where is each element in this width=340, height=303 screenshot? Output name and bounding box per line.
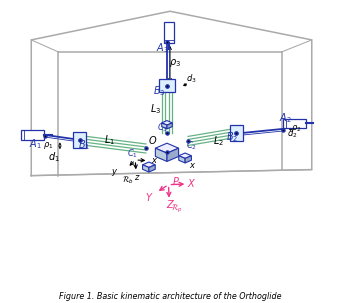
Polygon shape bbox=[149, 165, 155, 172]
Text: $A_2$: $A_2$ bbox=[279, 111, 292, 125]
Text: $B_2$: $B_2$ bbox=[226, 130, 238, 144]
Text: $z$: $z$ bbox=[134, 173, 141, 182]
Polygon shape bbox=[283, 118, 306, 128]
Polygon shape bbox=[162, 123, 167, 129]
Text: $B_3$: $B_3$ bbox=[153, 84, 166, 98]
Text: $L_3$: $L_3$ bbox=[150, 102, 161, 116]
Text: $Y$: $Y$ bbox=[146, 191, 154, 203]
Polygon shape bbox=[155, 143, 178, 153]
Polygon shape bbox=[21, 130, 44, 140]
Text: $\rho_2$: $\rho_2$ bbox=[291, 123, 301, 134]
Text: $O$: $O$ bbox=[148, 134, 157, 146]
Polygon shape bbox=[179, 153, 191, 158]
Text: $L_2$: $L_2$ bbox=[213, 134, 224, 148]
Text: $A_3$: $A_3$ bbox=[156, 42, 169, 55]
Text: $x$: $x$ bbox=[189, 161, 196, 170]
Polygon shape bbox=[142, 162, 155, 168]
Polygon shape bbox=[164, 22, 174, 43]
Text: $\rho_1$: $\rho_1$ bbox=[42, 140, 53, 151]
Text: $L_1$: $L_1$ bbox=[104, 133, 115, 147]
Text: $d_1$: $d_1$ bbox=[48, 151, 60, 165]
Polygon shape bbox=[167, 148, 178, 161]
Polygon shape bbox=[230, 125, 243, 141]
Polygon shape bbox=[142, 165, 149, 172]
Text: Figure 1. Basic kinematic architecture of the Orthoglide: Figure 1. Basic kinematic architecture o… bbox=[59, 292, 281, 301]
Polygon shape bbox=[185, 156, 191, 163]
Polygon shape bbox=[155, 148, 167, 161]
Text: $A_1$: $A_1$ bbox=[29, 138, 42, 152]
Text: $C_2$: $C_2$ bbox=[186, 140, 197, 152]
Text: $y$: $y$ bbox=[111, 168, 118, 178]
Polygon shape bbox=[167, 123, 172, 129]
Polygon shape bbox=[179, 156, 185, 163]
Text: $C_1$: $C_1$ bbox=[127, 148, 138, 160]
Text: $\mathcal{R}_b$: $\mathcal{R}_b$ bbox=[122, 175, 134, 186]
Polygon shape bbox=[159, 79, 175, 92]
Text: $\rho_3$: $\rho_3$ bbox=[169, 58, 181, 69]
Text: $Z$: $Z$ bbox=[166, 198, 175, 210]
Text: $X$: $X$ bbox=[187, 177, 197, 189]
Polygon shape bbox=[73, 132, 86, 148]
Text: $d_2$: $d_2$ bbox=[287, 128, 298, 140]
Text: $B_1$: $B_1$ bbox=[78, 138, 90, 152]
Text: $\mathcal{R}_p$: $\mathcal{R}_p$ bbox=[171, 203, 183, 215]
Text: $d_3$: $d_3$ bbox=[186, 73, 197, 85]
Text: $C_3$: $C_3$ bbox=[157, 121, 169, 134]
Polygon shape bbox=[162, 121, 172, 125]
Text: $x$: $x$ bbox=[151, 156, 158, 165]
Text: $P$: $P$ bbox=[172, 175, 180, 187]
